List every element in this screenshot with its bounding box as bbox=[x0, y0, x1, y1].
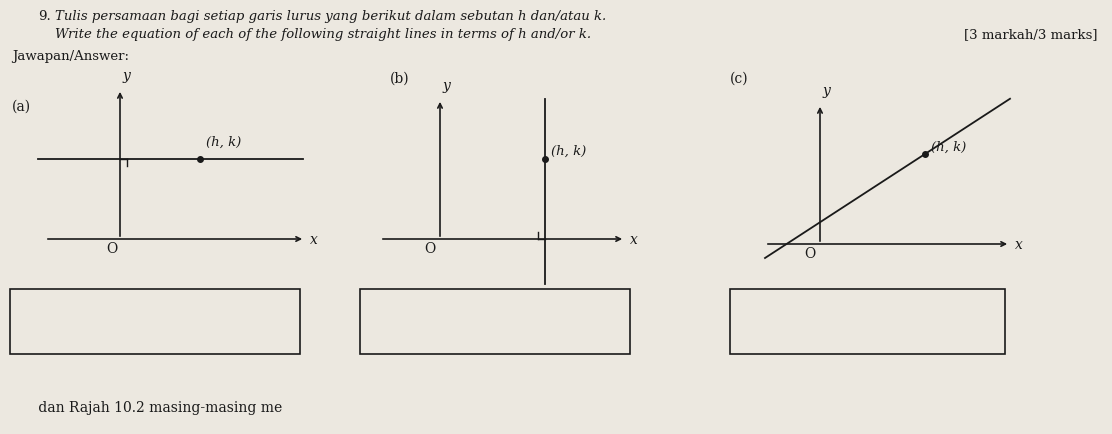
Text: (h, k): (h, k) bbox=[552, 145, 586, 158]
Text: (h, k): (h, k) bbox=[206, 136, 241, 149]
Text: (c): (c) bbox=[729, 72, 748, 86]
Bar bbox=[10, 289, 300, 354]
Text: (a): (a) bbox=[12, 100, 31, 114]
Text: O: O bbox=[424, 241, 435, 256]
Text: Write the equation of each of the following straight lines in terms of h and/or : Write the equation of each of the follow… bbox=[54, 28, 592, 41]
Text: x: x bbox=[631, 233, 638, 247]
Text: (h, k): (h, k) bbox=[931, 141, 966, 154]
Text: y: y bbox=[123, 69, 131, 83]
Bar bbox=[360, 289, 631, 354]
Text: 9.: 9. bbox=[38, 10, 51, 23]
Text: dan Rajah 10.2 masing-masing me: dan Rajah 10.2 masing-masing me bbox=[12, 400, 282, 414]
Text: Jawapan/Answer:: Jawapan/Answer: bbox=[12, 50, 129, 63]
Text: y: y bbox=[443, 79, 450, 93]
Text: (b): (b) bbox=[390, 72, 409, 86]
Bar bbox=[729, 289, 1005, 354]
Text: x: x bbox=[310, 233, 318, 247]
Text: O: O bbox=[106, 241, 117, 256]
Text: O: O bbox=[804, 247, 815, 260]
Text: x: x bbox=[1015, 237, 1023, 251]
Text: y: y bbox=[823, 84, 831, 98]
Text: [3 markah/3 marks]: [3 markah/3 marks] bbox=[964, 28, 1098, 41]
Text: Tulis persamaan bagi setiap garis lurus yang berikut dalam sebutan h dan/atau k.: Tulis persamaan bagi setiap garis lurus … bbox=[54, 10, 606, 23]
